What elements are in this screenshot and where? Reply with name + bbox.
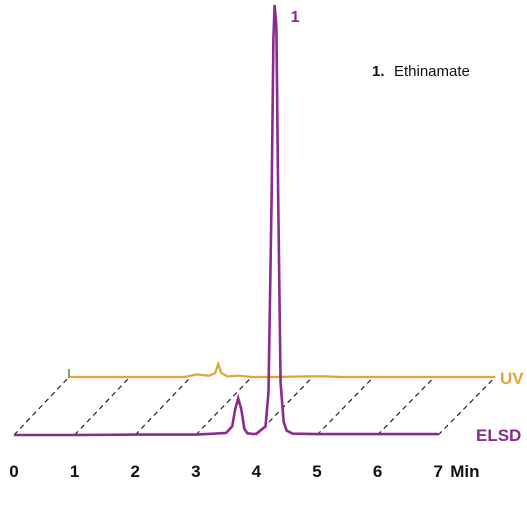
offset-guide-line-1 [74, 376, 131, 436]
x-tick-label-6: 6 [373, 462, 382, 481]
x-tick-label-4: 4 [252, 462, 262, 481]
offset-guide-line-6 [377, 376, 435, 436]
uv-trace-line [69, 360, 496, 379]
offset-guide-lines [13, 376, 496, 436]
elsd-trace-line [14, 4, 439, 437]
x-axis-label: Min [450, 462, 479, 481]
x-tick-label-3: 3 [191, 462, 200, 481]
x-tick-label-7: 7 [433, 462, 442, 481]
x-tick-label-2: 2 [130, 462, 139, 481]
offset-guide-line-0 [13, 376, 70, 436]
offset-guide-line-2 [134, 376, 192, 436]
elsd-trace-label: ELSD [476, 426, 521, 445]
compound-legend: 1. Ethinamate [372, 63, 470, 80]
peak-label-1: 1 [291, 9, 300, 26]
offset-guide-line-5 [316, 376, 374, 436]
x-tick-label-5: 5 [312, 462, 321, 481]
x-tick-label-0: 0 [9, 462, 18, 481]
uv-trace-label: UV [500, 369, 524, 388]
legend-number: 1. [372, 63, 385, 80]
legend-compound-name: Ethinamate [394, 63, 470, 80]
x-axis-tick-labels: 0 1 2 3 4 5 6 7 [9, 462, 443, 481]
offset-guide-line-3 [195, 376, 253, 436]
offset-guide-line-7 [437, 376, 496, 436]
x-tick-label-1: 1 [70, 462, 79, 481]
